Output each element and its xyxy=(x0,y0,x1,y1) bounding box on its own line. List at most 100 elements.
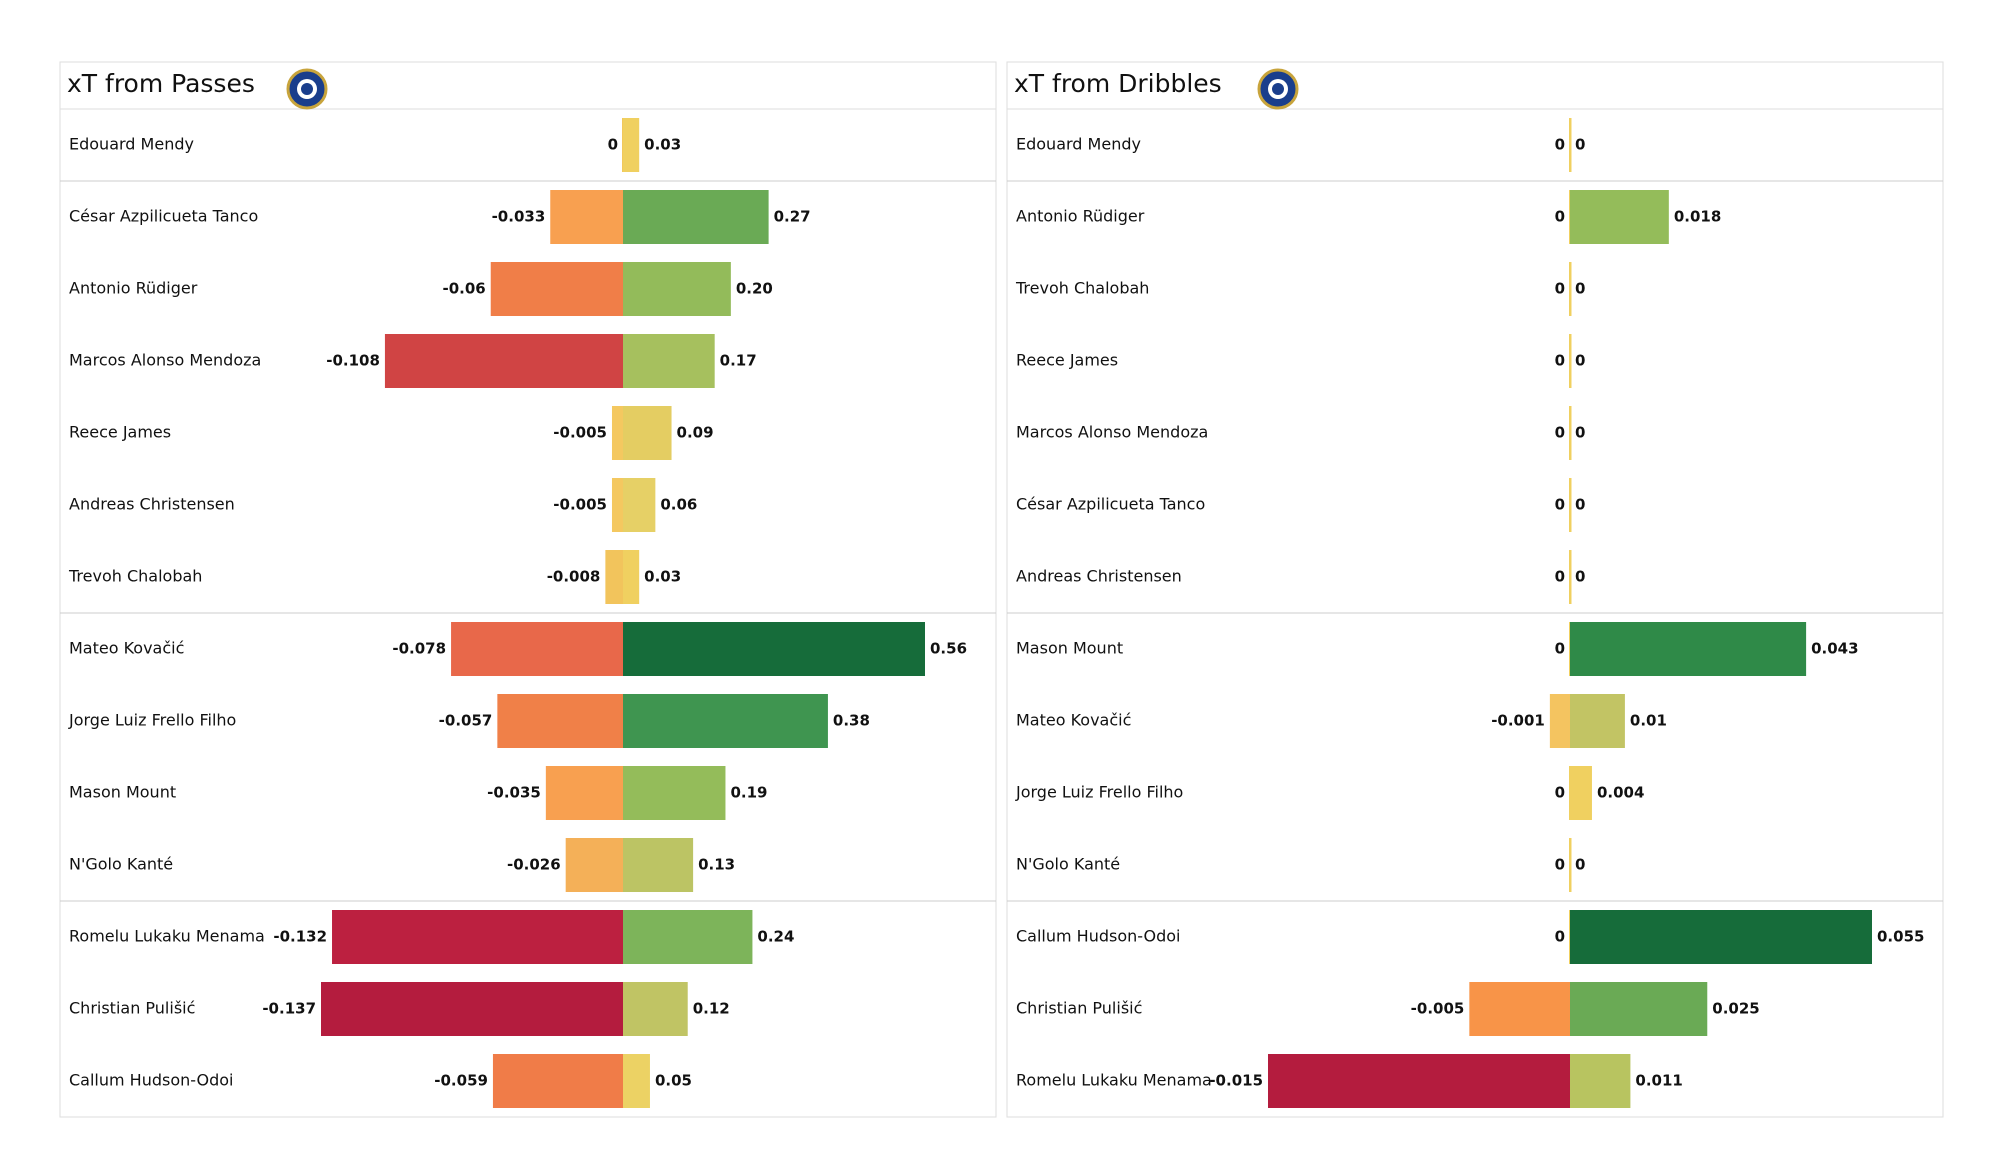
bar xyxy=(1570,334,1572,388)
club-logo xyxy=(1257,68,1299,110)
bar xyxy=(623,190,769,244)
bar xyxy=(1570,550,1572,604)
bar xyxy=(490,262,623,316)
value-label: 0.011 xyxy=(1635,1072,1682,1090)
value-label: 0.12 xyxy=(693,1000,730,1018)
bar xyxy=(1569,334,1571,388)
bar xyxy=(623,622,925,676)
value-label: 0 xyxy=(1575,496,1585,514)
value-label: 0 xyxy=(1575,424,1585,442)
bar xyxy=(492,1054,623,1108)
value-label: 0.17 xyxy=(720,352,757,370)
bar xyxy=(623,1054,650,1108)
value-label: -0.015 xyxy=(1209,1072,1263,1090)
bar xyxy=(623,910,753,964)
value-label: 0.018 xyxy=(1674,208,1721,226)
player-name: César Azpilicueta Tanco xyxy=(69,207,258,226)
bar xyxy=(1469,982,1570,1036)
bar xyxy=(623,478,656,532)
value-label: 0.03 xyxy=(644,568,681,586)
value-label: 0 xyxy=(1575,352,1585,370)
value-label: 0.004 xyxy=(1597,784,1644,802)
player-name: Reece James xyxy=(69,423,171,442)
value-label: 0 xyxy=(1555,424,1565,442)
bar xyxy=(1570,1054,1631,1108)
player-name: Christian Pulišić xyxy=(69,999,195,1018)
club-logo xyxy=(286,68,328,110)
bar xyxy=(623,766,726,820)
bar xyxy=(623,694,828,748)
bar xyxy=(1569,478,1571,532)
player-name: Mason Mount xyxy=(69,783,176,802)
player-name: Callum Hudson-Odoi xyxy=(1016,927,1180,946)
player-name: Edouard Mendy xyxy=(1016,135,1141,154)
bar xyxy=(1569,190,1571,244)
value-label: -0.108 xyxy=(326,352,380,370)
player-name: Edouard Mendy xyxy=(69,135,194,154)
player-name: Marcos Alonso Mendoza xyxy=(1016,423,1208,442)
bar xyxy=(1569,550,1571,604)
value-label: -0.132 xyxy=(273,928,327,946)
value-label: 0.06 xyxy=(660,496,697,514)
bar xyxy=(1570,478,1572,532)
value-label: 0.025 xyxy=(1712,1000,1759,1018)
bar xyxy=(1570,838,1572,892)
value-label: 0 xyxy=(1555,352,1565,370)
value-label: -0.059 xyxy=(434,1072,488,1090)
value-label: 0 xyxy=(1575,856,1585,874)
panel-title: xT from Dribbles xyxy=(1014,69,1222,98)
value-label: 0.27 xyxy=(774,208,811,226)
panel-title: xT from Passes xyxy=(67,69,255,98)
bar xyxy=(384,334,623,388)
value-label: 0.38 xyxy=(833,712,870,730)
bar xyxy=(623,118,640,172)
player-name: Callum Hudson-Odoi xyxy=(69,1071,233,1090)
value-label: 0.56 xyxy=(930,640,967,658)
value-label: 0 xyxy=(1555,136,1565,154)
bar xyxy=(321,982,623,1036)
bar xyxy=(332,910,623,964)
bar xyxy=(1569,262,1571,316)
bar xyxy=(611,478,623,532)
value-label: -0.033 xyxy=(492,208,546,226)
value-label: -0.078 xyxy=(392,640,446,658)
value-label: -0.035 xyxy=(487,784,541,802)
value-label: -0.057 xyxy=(439,712,493,730)
player-name: Romelu Lukaku Menama xyxy=(1016,1071,1212,1090)
bar xyxy=(1569,118,1571,172)
value-label: 0 xyxy=(1555,928,1565,946)
bar xyxy=(1570,262,1572,316)
player-name: Romelu Lukaku Menama xyxy=(69,927,265,946)
player-name: Antonio Rüdiger xyxy=(1016,207,1145,226)
player-name: N'Golo Kanté xyxy=(1016,855,1120,874)
value-label: 0.13 xyxy=(698,856,735,874)
value-label: 0 xyxy=(1575,280,1585,298)
value-label: 0.05 xyxy=(655,1072,692,1090)
bar xyxy=(1569,622,1571,676)
bar xyxy=(1570,694,1625,748)
bar xyxy=(623,262,731,316)
value-label: 0.03 xyxy=(644,136,681,154)
bar xyxy=(623,334,715,388)
bar xyxy=(623,838,694,892)
player-name: Marcos Alonso Mendoza xyxy=(69,351,261,370)
player-name: N'Golo Kanté xyxy=(69,855,173,874)
bar xyxy=(565,838,623,892)
bar xyxy=(605,550,623,604)
player-name: Trevoh Chalobah xyxy=(1015,279,1149,298)
bar xyxy=(1570,622,1807,676)
bar xyxy=(1570,766,1592,820)
bar xyxy=(545,766,623,820)
value-label: -0.06 xyxy=(442,280,485,298)
value-label: 0.20 xyxy=(736,280,773,298)
value-label: 0 xyxy=(1555,784,1565,802)
bar xyxy=(1570,982,1708,1036)
bar xyxy=(1569,406,1571,460)
bar xyxy=(1268,1054,1570,1108)
bar xyxy=(451,622,623,676)
value-label: 0 xyxy=(608,136,618,154)
value-label: 0 xyxy=(1555,208,1565,226)
player-name: Christian Pulišić xyxy=(1016,999,1142,1018)
value-label: 0.01 xyxy=(1630,712,1667,730)
